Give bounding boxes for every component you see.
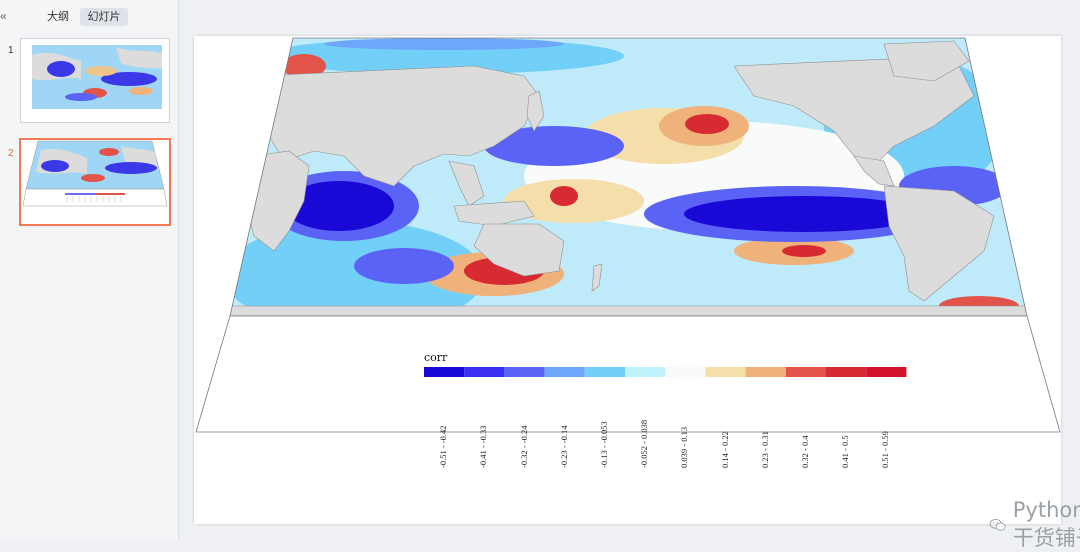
colorbar-swatch-4: [544, 367, 585, 377]
colorbar-swatch-9: [745, 367, 786, 377]
colorbar: [424, 367, 907, 377]
land-south-america: [883, 185, 995, 302]
field-south-indian: [230, 221, 484, 316]
land-australia: [473, 223, 565, 277]
colorbar-label-8: 0.14 - 0.22: [719, 431, 730, 468]
land-antarctica: [230, 305, 1027, 316]
colorbar-label-11: 0.41 - 0.5: [840, 435, 851, 468]
slide-number-2: 2: [8, 148, 14, 159]
colorbar-label-4: -0.23 - -0.14: [558, 425, 569, 469]
colorbar-swatch-7: [665, 367, 706, 377]
watermark: Python干货铺子: [989, 498, 1080, 550]
wechat-icon: [989, 519, 1006, 531]
slide-canvas[interactable]: corr -0.51 - -0.42 -0.41 - -0.33 -0.32 - -…: [194, 36, 1080, 550]
land-japan: [526, 90, 545, 132]
colorbar-swatch-5: [584, 367, 625, 377]
land-masses: [230, 40, 1027, 316]
slide-number-1: 1: [8, 45, 14, 56]
colorbar-swatch-3: [504, 367, 545, 377]
colorbar-label-12: 0.51 - 0.59: [880, 431, 891, 468]
cold-east-pacific-core: [684, 196, 924, 232]
colorbar-label-3: -0.32 - -0.24: [518, 425, 529, 469]
colorbar-label-9: 0.23 - 0.31: [759, 431, 770, 468]
colorbar-swatch-1: [424, 367, 465, 377]
cold-indian-core: [284, 181, 394, 231]
watermark-text: Python干货铺子: [1012, 498, 1080, 550]
colorbar-label-1: -0.51 - -0.42: [438, 425, 449, 469]
colorbar-swatch-2: [464, 367, 505, 377]
hot-southeast-pacific: [782, 245, 826, 257]
slide-navigation-panel: « 大纲 幻灯片 1 2: [0, 0, 179, 539]
colorbar-label-2: -0.41 - -0.33: [478, 425, 489, 469]
land-central-america: [853, 155, 895, 187]
colorbar-swatch-11: [826, 367, 867, 377]
colorbar-title: corr: [424, 351, 448, 364]
land-indochina: [448, 160, 485, 207]
colorbar-swatch-6: [625, 367, 666, 377]
colorbar-swatch-12: [866, 367, 907, 377]
collapse-panel-icon[interactable]: «: [0, 9, 7, 23]
land-indonesia: [453, 200, 535, 227]
colorbar-label-7: 0.039 - 0.13: [679, 426, 690, 468]
cold-arctic-band: [324, 38, 564, 50]
colorbar-swatch-10: [785, 367, 826, 377]
slide-thumbnail-1[interactable]: [20, 38, 170, 123]
colorbar-label-6: -0.052 - 0.038: [639, 419, 650, 468]
colorbar-label-5: -0.13 - -0.053: [598, 421, 609, 468]
hot-north-atlantic-west: [282, 54, 326, 78]
cold-west-pacific-north: [484, 126, 624, 166]
land-greenland: [883, 40, 970, 82]
tab-outline[interactable]: 大纲: [47, 11, 69, 23]
hot-west-pacific: [550, 186, 578, 206]
land-new-zealand: [591, 263, 603, 292]
correlation-map-figure: [195, 37, 1061, 433]
slide-thumbnail-2-map: [21, 140, 169, 224]
colorbar-swatch-8: [705, 367, 746, 377]
cold-south-indian: [354, 248, 454, 284]
colorbar-label-10: 0.32 - 0.4: [799, 435, 810, 468]
hot-north-pacific: [685, 114, 729, 134]
tab-slides[interactable]: 幻灯片: [80, 8, 128, 26]
slide-thumbnail-1-map: [21, 39, 169, 122]
slide-thumbnail-2[interactable]: [19, 138, 171, 226]
